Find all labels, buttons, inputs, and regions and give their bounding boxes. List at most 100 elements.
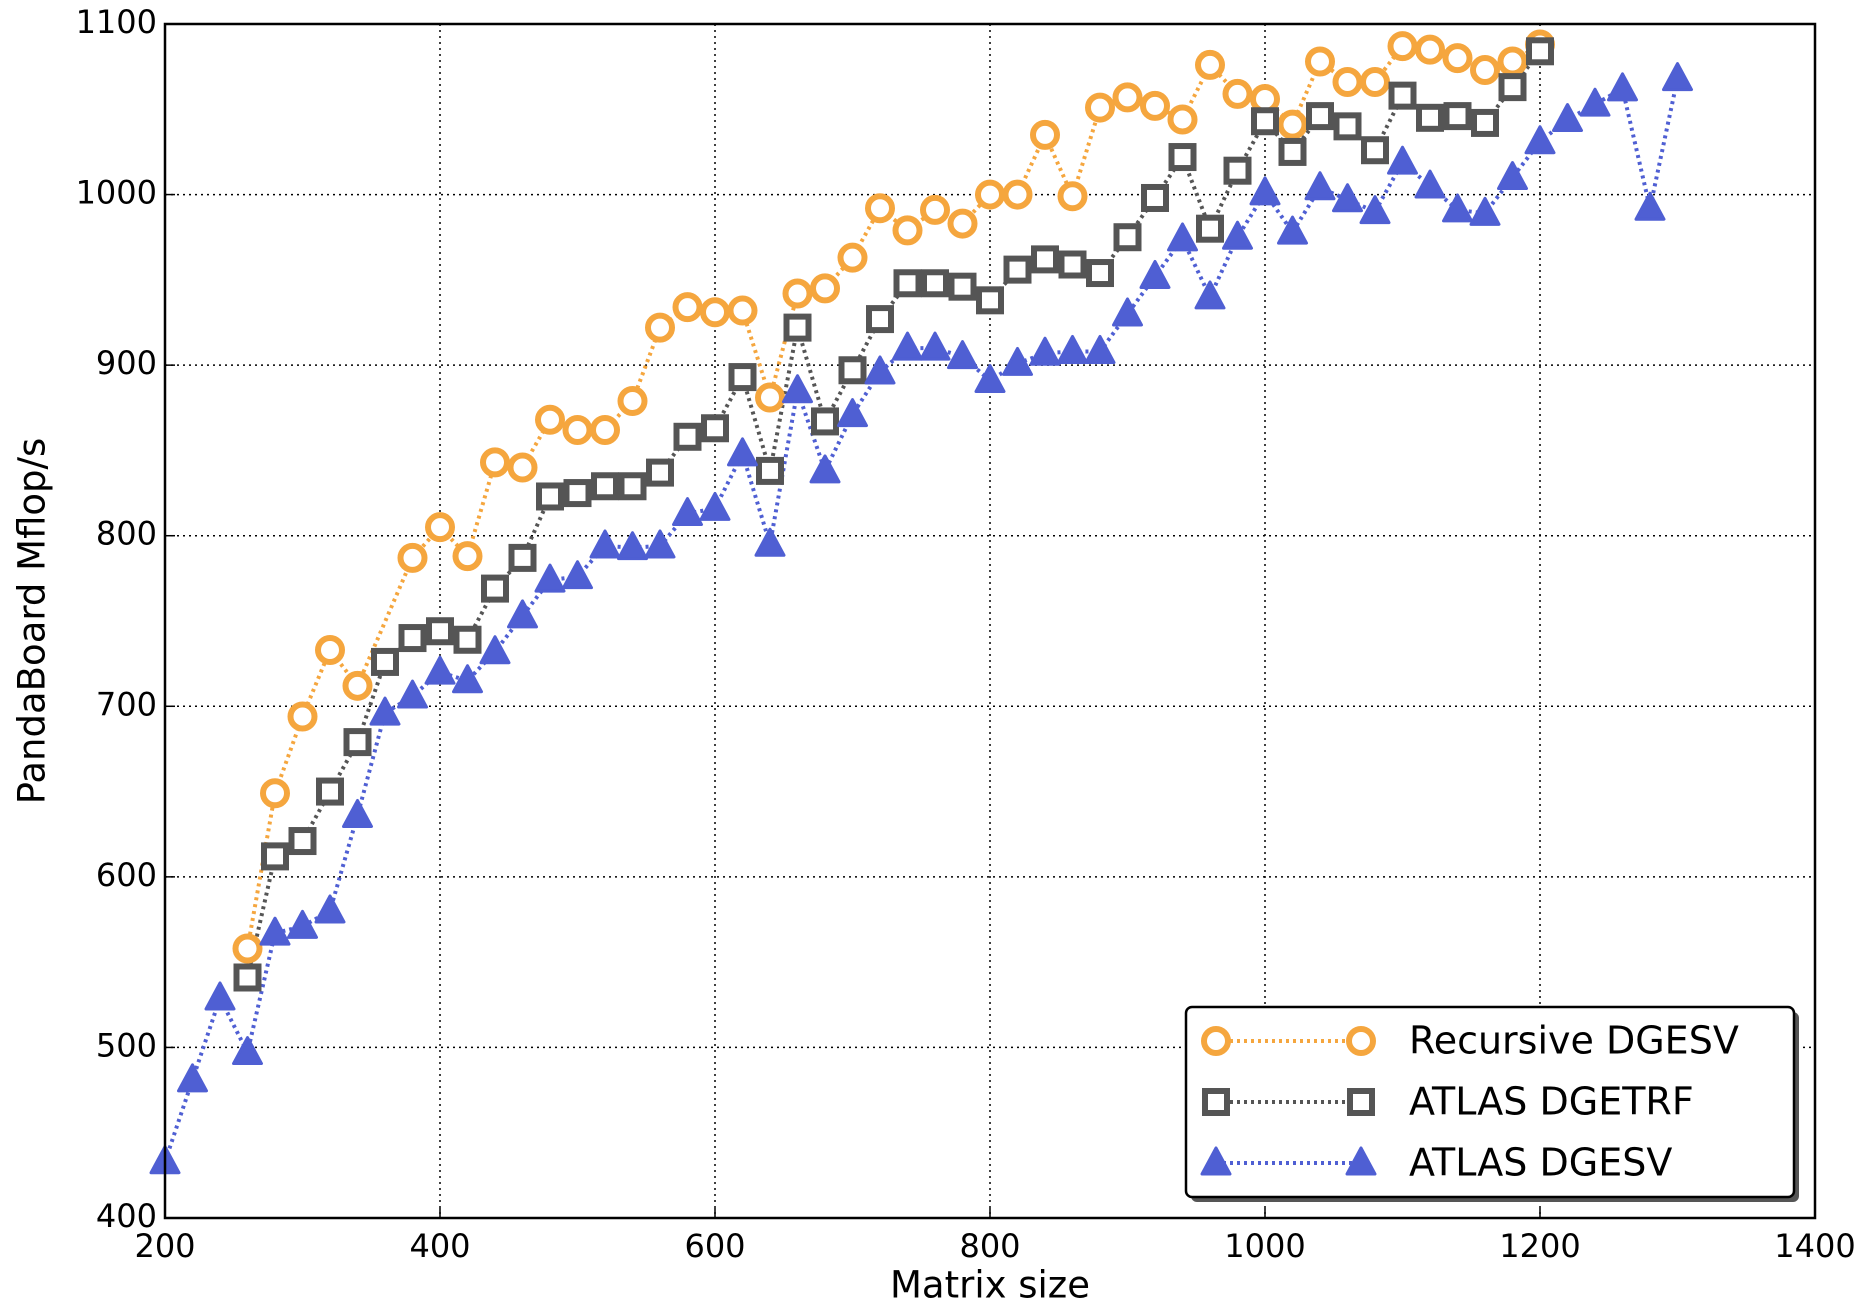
point bbox=[1168, 143, 1197, 172]
point bbox=[617, 385, 648, 416]
x-tick-label: 400 bbox=[409, 1227, 470, 1265]
point bbox=[727, 295, 758, 326]
point bbox=[1332, 183, 1363, 213]
point bbox=[1113, 223, 1142, 252]
point bbox=[1388, 81, 1417, 110]
point bbox=[288, 827, 317, 856]
point bbox=[1139, 259, 1171, 289]
point bbox=[397, 542, 428, 573]
point bbox=[864, 355, 896, 385]
legend-marker bbox=[1345, 1146, 1377, 1176]
point bbox=[232, 1036, 263, 1066]
point bbox=[920, 194, 950, 225]
point bbox=[371, 647, 399, 676]
point bbox=[481, 574, 509, 603]
point bbox=[425, 512, 455, 543]
point bbox=[1552, 103, 1583, 133]
point bbox=[700, 297, 730, 328]
y-tick-label: 1000 bbox=[76, 174, 157, 212]
point bbox=[507, 599, 538, 629]
point bbox=[1141, 183, 1169, 212]
y-tick-label: 700 bbox=[96, 685, 157, 723]
point bbox=[424, 655, 456, 685]
point bbox=[1140, 90, 1170, 121]
point bbox=[452, 541, 483, 572]
point bbox=[479, 635, 511, 665]
point bbox=[426, 617, 454, 646]
point bbox=[948, 272, 977, 301]
point bbox=[1359, 195, 1391, 225]
x-tick-label: 600 bbox=[684, 1227, 745, 1265]
point bbox=[398, 624, 427, 653]
point bbox=[1442, 193, 1473, 223]
point bbox=[646, 458, 674, 487]
point bbox=[947, 208, 978, 239]
point bbox=[865, 193, 895, 224]
point bbox=[783, 313, 812, 342]
x-tick-label: 800 bbox=[959, 1227, 1020, 1265]
point bbox=[1029, 336, 1061, 366]
point bbox=[1414, 169, 1446, 199]
plot-frame bbox=[163, 22, 1817, 1220]
point bbox=[838, 356, 867, 385]
point bbox=[177, 1063, 208, 1093]
point bbox=[397, 679, 428, 709]
point bbox=[811, 407, 839, 436]
point bbox=[562, 560, 593, 590]
series-line bbox=[245, 42, 1542, 949]
point bbox=[342, 798, 373, 828]
point bbox=[837, 398, 868, 428]
point bbox=[618, 472, 647, 501]
point bbox=[1002, 346, 1033, 376]
point bbox=[1443, 102, 1472, 131]
point bbox=[728, 363, 757, 392]
point bbox=[314, 894, 346, 924]
y-tick-label: 800 bbox=[96, 515, 157, 553]
point bbox=[892, 331, 923, 361]
legend-box bbox=[1184, 1005, 1796, 1199]
point bbox=[1498, 73, 1527, 102]
point bbox=[1112, 82, 1143, 113]
series-line bbox=[165, 78, 1680, 1163]
point bbox=[535, 404, 565, 435]
point bbox=[287, 909, 318, 939]
point bbox=[1195, 49, 1225, 80]
point bbox=[809, 454, 841, 484]
point bbox=[1057, 181, 1088, 212]
point bbox=[563, 479, 592, 508]
point bbox=[1222, 78, 1253, 109]
point bbox=[1085, 92, 1115, 123]
point bbox=[1031, 245, 1059, 274]
point bbox=[316, 777, 344, 806]
point bbox=[1277, 215, 1308, 245]
point bbox=[1662, 62, 1693, 92]
point bbox=[947, 340, 978, 370]
point bbox=[1304, 171, 1336, 201]
point bbox=[1194, 280, 1226, 310]
point bbox=[1360, 66, 1390, 97]
point bbox=[1469, 196, 1501, 226]
legend-marker bbox=[1201, 1026, 1231, 1056]
point bbox=[1497, 46, 1528, 77]
point bbox=[974, 363, 1006, 393]
point bbox=[1387, 145, 1418, 175]
point bbox=[1278, 137, 1307, 166]
y-tick-label: 400 bbox=[96, 1197, 157, 1235]
point bbox=[782, 278, 813, 309]
legend-label: ATLAS DGESV bbox=[1409, 1141, 1672, 1185]
point bbox=[1251, 107, 1279, 136]
point bbox=[507, 452, 538, 483]
point bbox=[1305, 46, 1335, 77]
point bbox=[369, 696, 401, 726]
point bbox=[756, 456, 784, 485]
legend-marker bbox=[1346, 1026, 1376, 1056]
point bbox=[699, 491, 731, 521]
point bbox=[232, 933, 263, 964]
point bbox=[590, 414, 620, 445]
point bbox=[1167, 104, 1198, 135]
point bbox=[645, 312, 675, 343]
point bbox=[921, 269, 949, 298]
point bbox=[672, 497, 703, 527]
point bbox=[342, 670, 373, 701]
